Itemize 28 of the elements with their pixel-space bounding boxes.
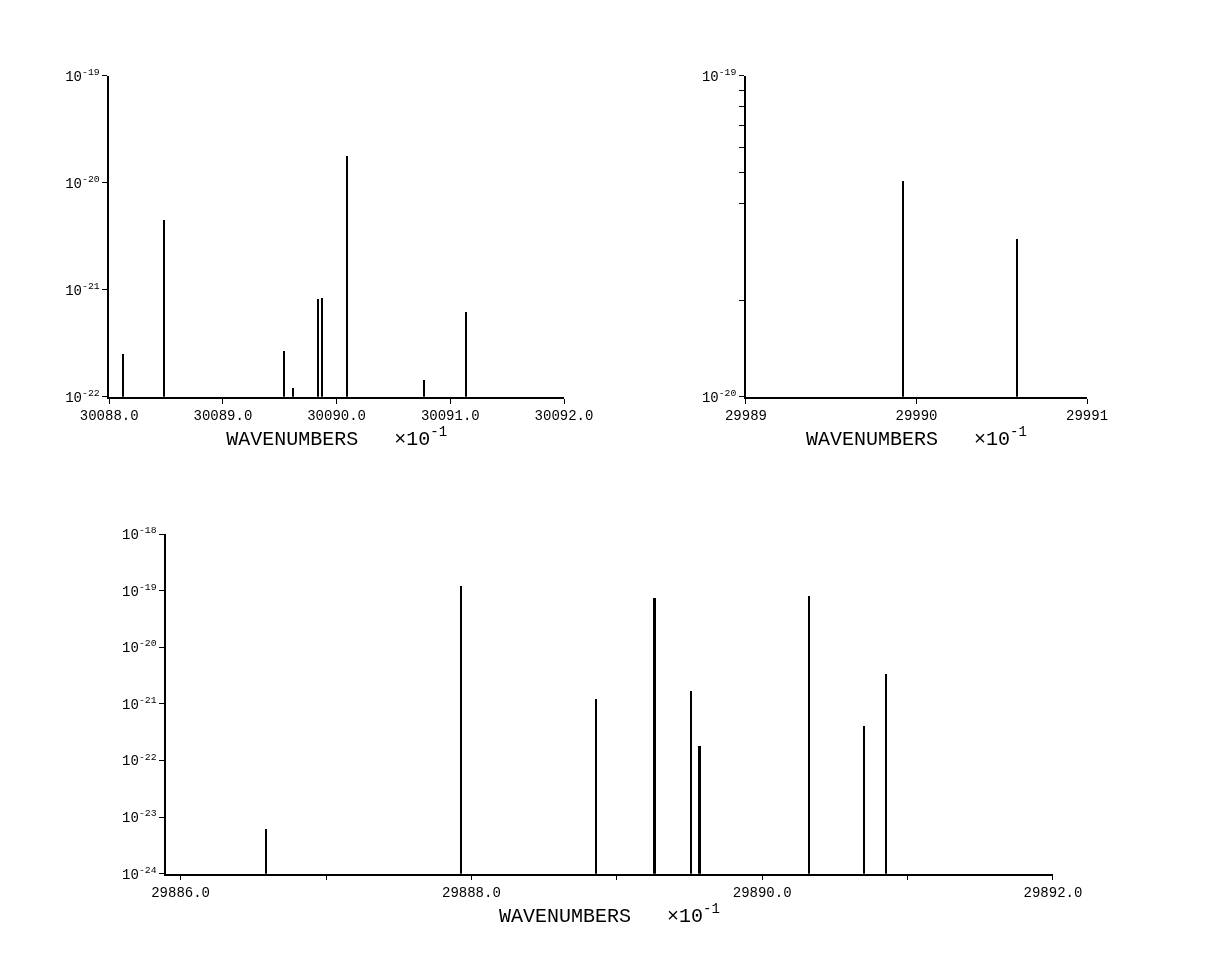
y-tick-label: 10$^{-19}$ <box>65 66 100 85</box>
y-tick-label: 10$^{-21}$ <box>65 280 100 299</box>
x-tick-label: 29888.0 <box>441 885 501 902</box>
x-tick-label: 30089.0 <box>193 408 253 425</box>
x-axis-title: WAVENUMBERS ×10$^{-1}$ <box>499 901 720 928</box>
x-tick-label: 29890.0 <box>732 885 792 902</box>
y-tick-label: 10$^{-24}$ <box>122 864 157 883</box>
y-tick-label: 10$^{-20}$ <box>65 173 100 192</box>
x-tick-label: 29892.0 <box>1023 885 1083 902</box>
y-tick-label: 10$^{-20}$ <box>122 638 157 657</box>
x-tick-label: 29991 <box>1066 408 1109 425</box>
x-tick-label: 30088.0 <box>79 408 139 425</box>
y-tick-label: 10$^{-21}$ <box>122 695 157 713</box>
x-axis-title: WAVENUMBERS ×10$^{-1}$ <box>806 424 1027 451</box>
y-tick-label: 10$^{-20}$ <box>701 387 737 406</box>
x-axis-title: WAVENUMBERS ×10$^{-1}$ <box>226 424 448 451</box>
x-tick-label: 30091.0 <box>420 408 480 425</box>
y-tick-label: 10$^{-23}$ <box>122 808 157 826</box>
y-tick-label: 10$^{-19}$ <box>701 66 737 85</box>
x-tick-label: 29989 <box>724 408 767 425</box>
x-tick-label: 30090.0 <box>307 408 367 425</box>
y-tick-label: 10$^{-22}$ <box>122 751 157 770</box>
y-tick-label: 10$^{-22}$ <box>65 387 100 406</box>
y-tick-label: 10$^{-19}$ <box>122 581 157 600</box>
x-tick-label: 29886.0 <box>151 885 211 902</box>
x-tick-label: 30092.0 <box>534 408 594 425</box>
x-tick-label: 29990 <box>895 408 938 425</box>
y-tick-label: 10$^{-18}$ <box>122 525 157 544</box>
